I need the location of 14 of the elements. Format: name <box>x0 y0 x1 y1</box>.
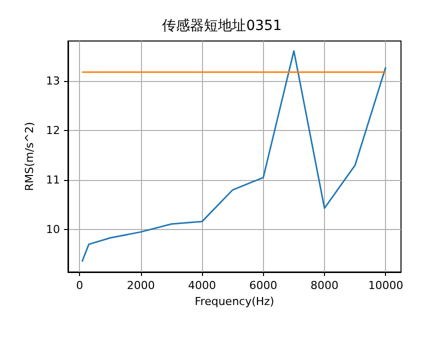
x-axis-title: Frequency(Hz) <box>194 294 274 308</box>
line-series <box>81 50 386 262</box>
y-tick-label: 10 <box>46 222 60 236</box>
x-tick-label: 6000 <box>249 279 278 292</box>
chart-title: 传感器短地址0351 <box>162 18 282 34</box>
x-tick-label: 8000 <box>310 279 338 292</box>
x-tick-label: 0 <box>76 279 84 292</box>
x-tick-label: 10000 <box>368 279 404 292</box>
x-tick-label: 2000 <box>126 279 155 292</box>
x-tick-label: 4000 <box>188 279 216 292</box>
y-tick-label: 12 <box>46 124 60 138</box>
y-tick-label: 11 <box>46 173 60 186</box>
y-axis-title: RMS(m/s^2) <box>23 122 36 192</box>
y-tick-label: 13 <box>46 74 60 88</box>
